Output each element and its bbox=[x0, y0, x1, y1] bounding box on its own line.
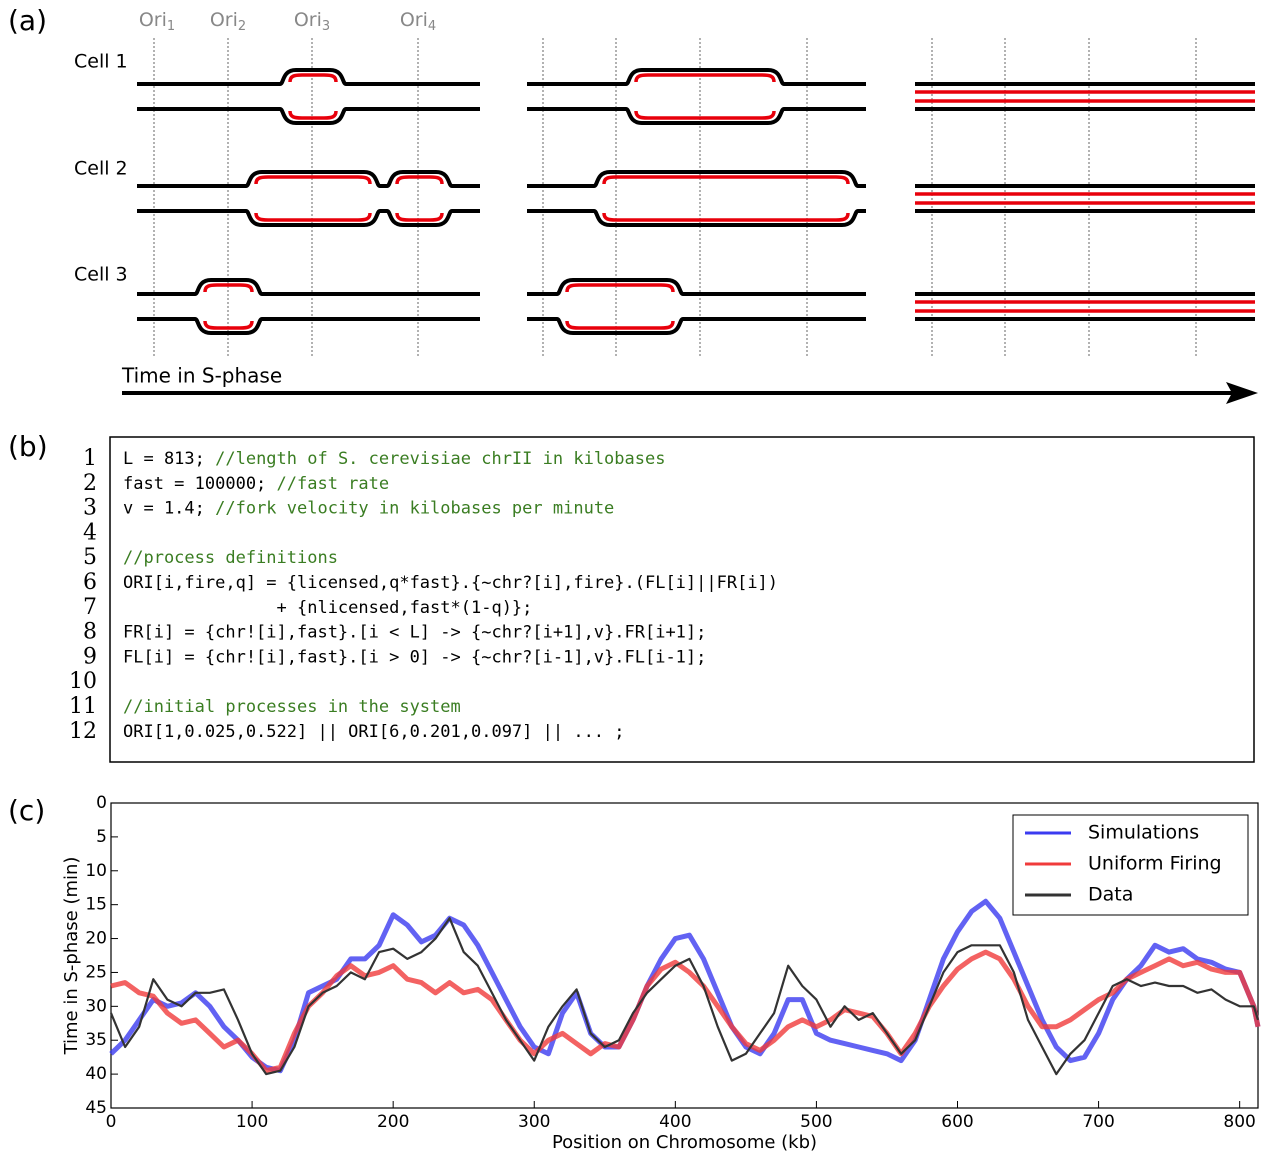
panel-b: (b) 1 L = 813; //length of S. cerevisiae … bbox=[8, 430, 1254, 762]
code-line: //initial processes in the system bbox=[123, 697, 461, 717]
code-line: + {nlicensed,fast*(1-q)}; bbox=[123, 598, 532, 618]
origin-name: Ori bbox=[400, 9, 428, 31]
x-tick-label: 100 bbox=[236, 1112, 268, 1132]
origin-label: Ori3 bbox=[294, 9, 330, 34]
legend-label: Uniform Firing bbox=[1088, 853, 1222, 875]
code: FL[i] = {chr![i],fast}.[i > 0] -> {~chr?… bbox=[123, 647, 706, 667]
y-tick-label: 20 bbox=[85, 929, 107, 949]
y-axis-label: Time in S-phase (min) bbox=[61, 857, 82, 1056]
x-tick-label: 400 bbox=[659, 1112, 691, 1132]
y-tick-label: 45 bbox=[85, 1098, 107, 1118]
line-number: 9 bbox=[83, 644, 97, 669]
y-tick-label: 35 bbox=[85, 1030, 107, 1050]
line-number: 7 bbox=[83, 595, 97, 620]
cell-label: Cell 2 bbox=[74, 158, 128, 180]
origin-name: Ori bbox=[139, 9, 167, 31]
origin-index: 2 bbox=[238, 19, 246, 34]
y-tick-label: 10 bbox=[85, 861, 107, 881]
time-axis-label: Time in S-phase bbox=[121, 364, 282, 388]
panel-label: (a) bbox=[8, 4, 47, 37]
y-tick-label: 5 bbox=[96, 827, 107, 847]
cell-label: Cell 3 bbox=[74, 264, 128, 286]
code-line: FL[i] = {chr![i],fast}.[i > 0] -> {~chr?… bbox=[123, 647, 706, 667]
code-line: fast = 100000; //fast rate bbox=[123, 474, 389, 494]
line-number: 3 bbox=[83, 496, 97, 521]
origin-label: Ori2 bbox=[210, 9, 246, 34]
panel-a: (a) Ori1 Ori2 Ori3 Ori4 Cell 1 Cell 2 Ce… bbox=[8, 4, 1258, 404]
comment: //fast rate bbox=[277, 474, 390, 494]
panel-label: (b) bbox=[8, 430, 48, 463]
y-tick-label: 25 bbox=[85, 962, 107, 982]
code-line: ORI[1,0.025,0.522] || ORI[6,0.201,0.097]… bbox=[123, 722, 625, 742]
y-tick-label: 40 bbox=[85, 1064, 107, 1084]
line-number: 4 bbox=[83, 520, 97, 545]
comment: //process definitions bbox=[123, 548, 338, 568]
x-tick-label: 600 bbox=[941, 1112, 973, 1132]
line-number: 5 bbox=[83, 545, 97, 570]
panel-label: (c) bbox=[8, 794, 45, 827]
x-tick-label: 500 bbox=[800, 1112, 832, 1132]
line-number: 6 bbox=[83, 570, 97, 595]
code-line: FR[i] = {chr![i],fast}.[i < L] -> {~chr?… bbox=[123, 623, 706, 643]
origin-index: 4 bbox=[428, 19, 436, 34]
line-number: 11 bbox=[69, 694, 97, 719]
origin-label: Ori1 bbox=[139, 9, 175, 34]
panel-c: (c) 0 100 200 300 400 500 600 700 800 0 5 10 15 20 25 3… bbox=[8, 793, 1258, 1153]
origin-label: Ori4 bbox=[400, 9, 436, 34]
line-number: 1 bbox=[83, 446, 97, 471]
x-tick-label: 700 bbox=[1082, 1112, 1114, 1132]
code-line: ORI[i,fire,q] = {licensed,q*fast}.{~chr?… bbox=[123, 573, 778, 593]
comment: //length of S. cerevisiae chrII in kilob… bbox=[215, 449, 665, 469]
code-line: v = 1.4; //fork velocity in kilobases pe… bbox=[123, 499, 614, 519]
legend-label: Simulations bbox=[1088, 822, 1199, 844]
code: ORI[1,0.025,0.522] || ORI[6,0.201,0.097]… bbox=[123, 722, 625, 742]
line-number: 12 bbox=[69, 719, 97, 744]
x-tick-label: 800 bbox=[1223, 1112, 1255, 1132]
line-number: 10 bbox=[69, 669, 97, 694]
y-tick-label: 15 bbox=[85, 895, 107, 915]
code-line: //process definitions bbox=[123, 548, 338, 568]
figure: (a) Ori1 Ori2 Ori3 Ori4 Cell 1 Cell 2 Ce… bbox=[0, 0, 1267, 1153]
y-tick-label: 0 bbox=[96, 793, 107, 813]
code: L = 813; bbox=[123, 449, 215, 469]
code: fast = 100000; bbox=[123, 474, 277, 494]
x-axis-label: Position on Chromosome (kb) bbox=[552, 1132, 817, 1153]
code: ORI[i,fire,q] = {licensed,q*fast}.{~chr?… bbox=[123, 573, 778, 593]
line-number: 8 bbox=[83, 620, 97, 645]
code-line: L = 813; //length of S. cerevisiae chrII… bbox=[123, 449, 665, 469]
x-tick-label: 0 bbox=[106, 1112, 117, 1132]
legend-label: Data bbox=[1088, 884, 1133, 906]
comment: //initial processes in the system bbox=[123, 697, 461, 717]
origin-name: Ori bbox=[210, 9, 238, 31]
code: FR[i] = {chr![i],fast}.[i < L] -> {~chr?… bbox=[123, 623, 706, 643]
comment: //fork velocity in kilobases per minute bbox=[215, 499, 614, 519]
line-number: 2 bbox=[83, 471, 97, 496]
code: + {nlicensed,fast*(1-q)}; bbox=[123, 598, 532, 618]
origin-name: Ori bbox=[294, 9, 322, 31]
cell-label: Cell 1 bbox=[74, 51, 128, 73]
origin-index: 1 bbox=[167, 19, 175, 34]
dna-strands bbox=[137, 70, 1255, 333]
y-tick-label: 30 bbox=[85, 996, 107, 1016]
x-tick-label: 200 bbox=[377, 1112, 409, 1132]
origin-index: 3 bbox=[322, 19, 330, 34]
code: v = 1.4; bbox=[123, 499, 215, 519]
x-tick-label: 300 bbox=[518, 1112, 550, 1132]
series-line bbox=[111, 901, 1258, 1070]
